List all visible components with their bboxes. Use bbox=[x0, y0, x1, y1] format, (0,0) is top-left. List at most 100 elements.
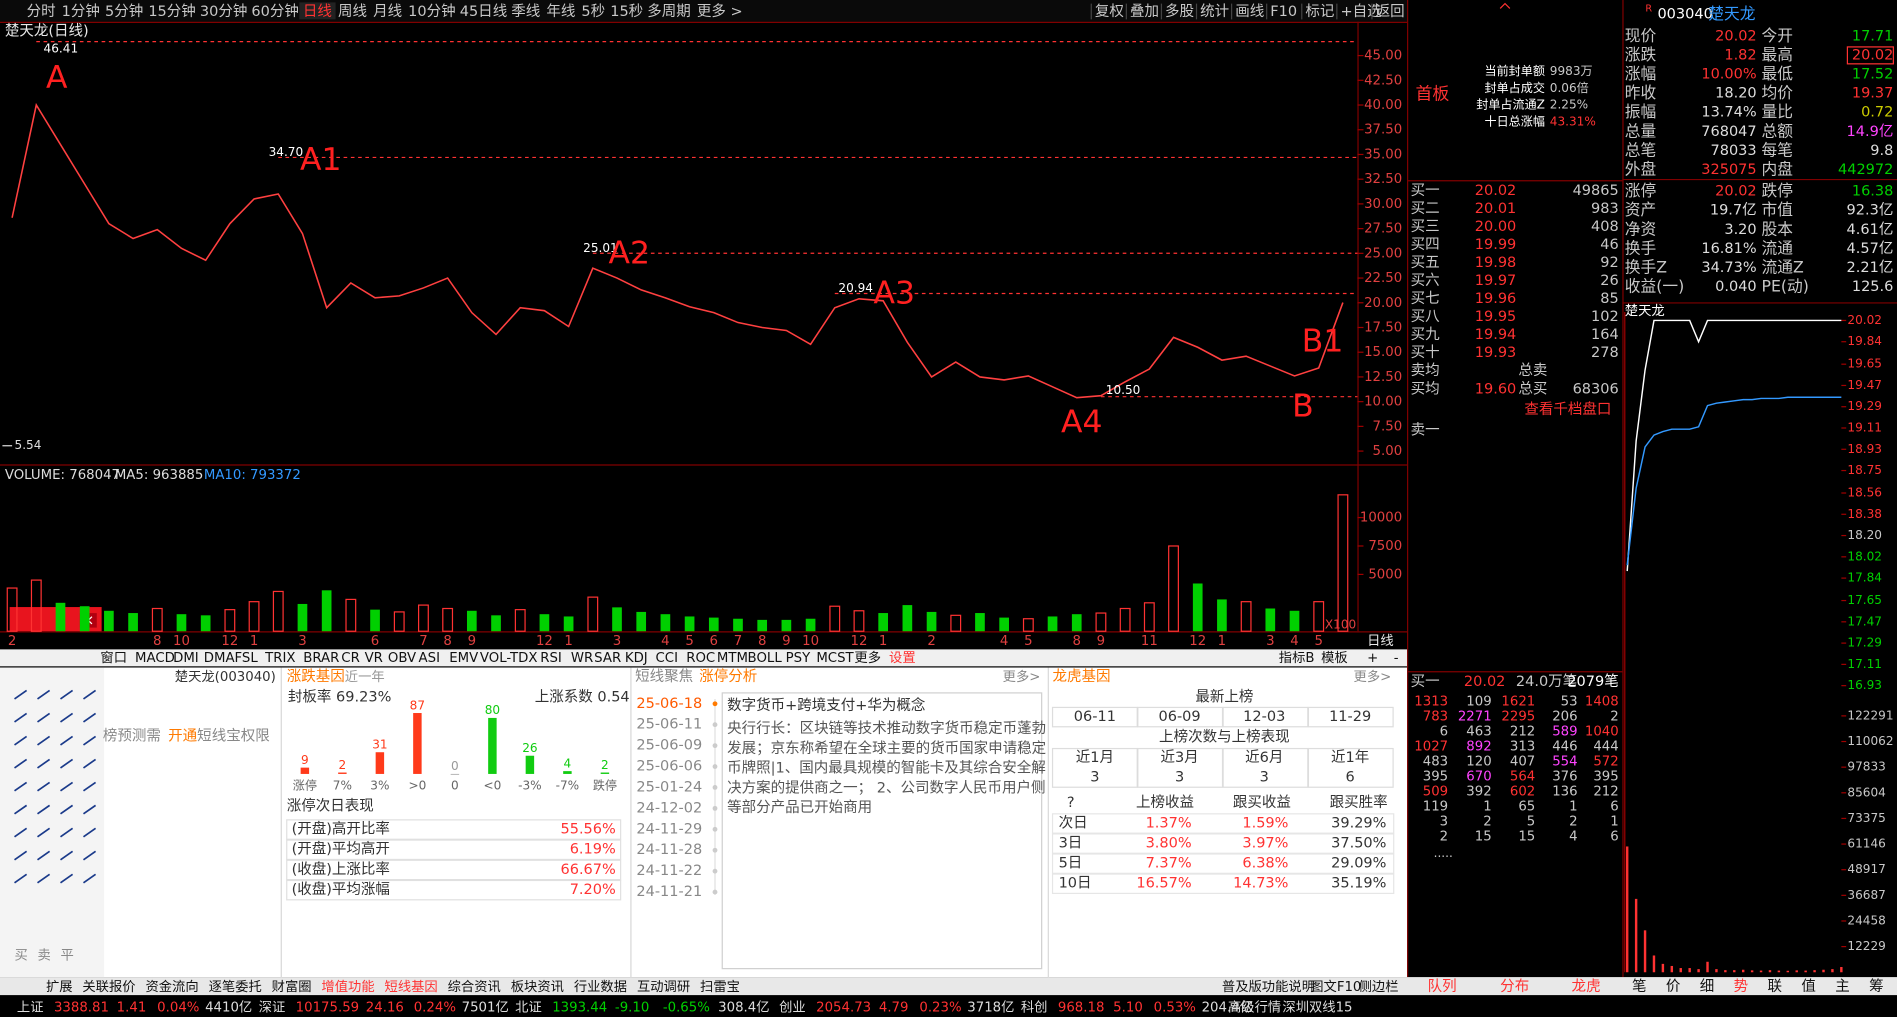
tool-icon[interactable] bbox=[60, 689, 74, 700]
bottom-tab[interactable]: 关联报价 bbox=[82, 979, 135, 995]
bottom-tab[interactable]: 图文F10 bbox=[1310, 979, 1361, 995]
side-tab[interactable]: 分布 bbox=[1500, 978, 1529, 995]
indicator-tab[interactable]: BOLL bbox=[748, 651, 783, 666]
indicator-tab[interactable]: ROC bbox=[686, 651, 715, 666]
tool-icon[interactable] bbox=[14, 804, 28, 815]
indicator-tab[interactable]: EMV bbox=[449, 651, 478, 666]
indicator-tab[interactable]: SAR bbox=[594, 651, 621, 666]
bottom-tab[interactable]: 综合资讯 bbox=[448, 979, 501, 995]
tool-button[interactable]: 画线 bbox=[1235, 3, 1264, 20]
date[interactable]: 25-01-24 bbox=[636, 779, 702, 795]
bottom-tab[interactable]: 互动调研 bbox=[637, 979, 690, 995]
side-tab[interactable]: 势 bbox=[1734, 978, 1749, 995]
tool-icon[interactable] bbox=[60, 804, 74, 815]
period-tab[interactable]: 10分钟 bbox=[408, 3, 455, 20]
indicator-tab[interactable]: MTM bbox=[717, 651, 748, 666]
date[interactable]: 11-29 bbox=[1329, 709, 1371, 725]
tool-icon[interactable] bbox=[14, 781, 28, 792]
side-tab[interactable]: 值 bbox=[1801, 978, 1816, 995]
date[interactable]: 25-06-11 bbox=[636, 717, 702, 733]
tool-icon[interactable] bbox=[14, 712, 28, 723]
indicator-tab[interactable]: 更多 bbox=[854, 649, 881, 666]
notice-link[interactable]: 开通 bbox=[168, 727, 198, 744]
tool-icon[interactable] bbox=[14, 850, 28, 861]
tool-icon[interactable] bbox=[37, 804, 51, 815]
tool-icon[interactable] bbox=[60, 850, 74, 861]
date[interactable]: 06-11 bbox=[1074, 709, 1116, 725]
indicator-tab[interactable]: MCST bbox=[816, 651, 854, 666]
tool-button[interactable]: 复权 bbox=[1095, 2, 1125, 20]
tool-icon[interactable] bbox=[37, 873, 51, 884]
tool-icon[interactable] bbox=[37, 735, 51, 746]
tool-icon[interactable] bbox=[14, 873, 28, 884]
indicator-tool[interactable]: 模板 bbox=[1321, 650, 1348, 666]
indicator-tab[interactable]: OBV bbox=[388, 651, 416, 666]
indicator-tool[interactable]: + bbox=[1367, 651, 1378, 666]
side-tab[interactable]: 主 bbox=[1835, 978, 1850, 995]
tool-icon[interactable] bbox=[37, 827, 51, 838]
period-tab[interactable]: 45日线 bbox=[460, 3, 507, 20]
bottom-tab[interactable]: 板块资讯 bbox=[511, 979, 564, 995]
bottom-tab[interactable]: 财富圈 bbox=[272, 978, 312, 995]
tool-icon[interactable] bbox=[82, 781, 97, 792]
tool-button[interactable]: 叠加 bbox=[1130, 3, 1159, 20]
more-link[interactable]: 更多> bbox=[1003, 668, 1041, 685]
period-tab[interactable]: 更多 > bbox=[697, 3, 743, 20]
tool-icon[interactable] bbox=[82, 827, 97, 838]
tool-icon[interactable] bbox=[82, 758, 97, 769]
collapse-icon[interactable] bbox=[1499, 2, 1511, 9]
period-tab[interactable]: 周线 bbox=[338, 3, 367, 20]
date[interactable]: 25-06-18 bbox=[636, 696, 702, 712]
indicator-tab[interactable]: 设置 bbox=[889, 650, 916, 666]
side-tab[interactable]: 队列 bbox=[1428, 978, 1457, 995]
side-tab[interactable]: 筹 bbox=[1869, 978, 1884, 995]
period-tab[interactable]: 15秒 bbox=[610, 3, 643, 20]
bottom-tab[interactable]: 增值功能 bbox=[321, 979, 374, 995]
period-tab[interactable]: 5分钟 bbox=[105, 3, 143, 20]
date[interactable]: 06-09 bbox=[1158, 709, 1200, 725]
tool-button[interactable]: 标记 bbox=[1305, 3, 1334, 20]
tool-icon[interactable] bbox=[60, 758, 74, 769]
tab[interactable]: 短线聚焦 bbox=[635, 668, 693, 685]
tool-icon[interactable] bbox=[37, 758, 51, 769]
bottom-tab[interactable]: 普及版功能说明 bbox=[1222, 979, 1315, 995]
bottom-tab[interactable]: 侧边栏 bbox=[1359, 979, 1399, 995]
indicator-tab[interactable]: VOL-TDX bbox=[480, 651, 538, 666]
tool-icon[interactable] bbox=[60, 781, 74, 792]
bottom-tab[interactable]: 扫雷宝 bbox=[700, 979, 740, 995]
bottom-tab[interactable]: 扩展 bbox=[46, 979, 73, 995]
date[interactable]: 25-06-09 bbox=[636, 738, 702, 754]
date[interactable]: 25-06-06 bbox=[636, 759, 702, 775]
side-tab[interactable]: 细 bbox=[1700, 978, 1715, 995]
date[interactable]: 24-11-22 bbox=[636, 863, 702, 879]
indicator-tab[interactable]: RSI bbox=[540, 651, 562, 666]
tool-button[interactable]: 统计 bbox=[1200, 3, 1229, 20]
indicator-tab[interactable]: DMA bbox=[204, 651, 235, 666]
tool-label[interactable]: 卖 bbox=[38, 947, 51, 963]
period-tab[interactable]: 多周期 bbox=[647, 3, 691, 20]
period-tab[interactable]: 15分钟 bbox=[148, 3, 195, 20]
indicator-tab[interactable]: MACD bbox=[135, 651, 175, 666]
tab[interactable]: 近一年 bbox=[345, 669, 385, 685]
tool-label[interactable]: 平 bbox=[60, 948, 73, 963]
tool-icon[interactable] bbox=[14, 827, 28, 838]
indicator-tab[interactable]: BRAR bbox=[303, 651, 339, 666]
tool-icon[interactable] bbox=[60, 827, 74, 838]
indicator-tab[interactable]: FSL bbox=[234, 651, 258, 666]
bottom-tab[interactable]: 行业数据 bbox=[574, 979, 627, 995]
tool-label[interactable]: 买 bbox=[15, 947, 28, 963]
period-tab[interactable]: 1分钟 bbox=[62, 3, 100, 20]
date[interactable]: 24-11-28 bbox=[636, 842, 702, 858]
indicator-tool[interactable]: 指标B bbox=[1279, 650, 1315, 666]
tool-icon[interactable] bbox=[14, 689, 28, 700]
period-tab[interactable]: 季线 bbox=[511, 3, 540, 20]
tool-icon[interactable] bbox=[37, 781, 51, 792]
period-tab[interactable]: 年线 bbox=[546, 3, 575, 20]
tool-icon[interactable] bbox=[60, 873, 74, 884]
side-tab[interactable]: 龙虎 bbox=[1572, 978, 1601, 995]
indicator-tab[interactable]: CCI bbox=[656, 651, 679, 666]
indicator-tab[interactable]: ASI bbox=[419, 651, 440, 666]
tool-icon[interactable] bbox=[14, 735, 28, 746]
period-tab[interactable]: 30分钟 bbox=[200, 3, 247, 20]
period-tab[interactable]: 分时 bbox=[27, 3, 56, 20]
